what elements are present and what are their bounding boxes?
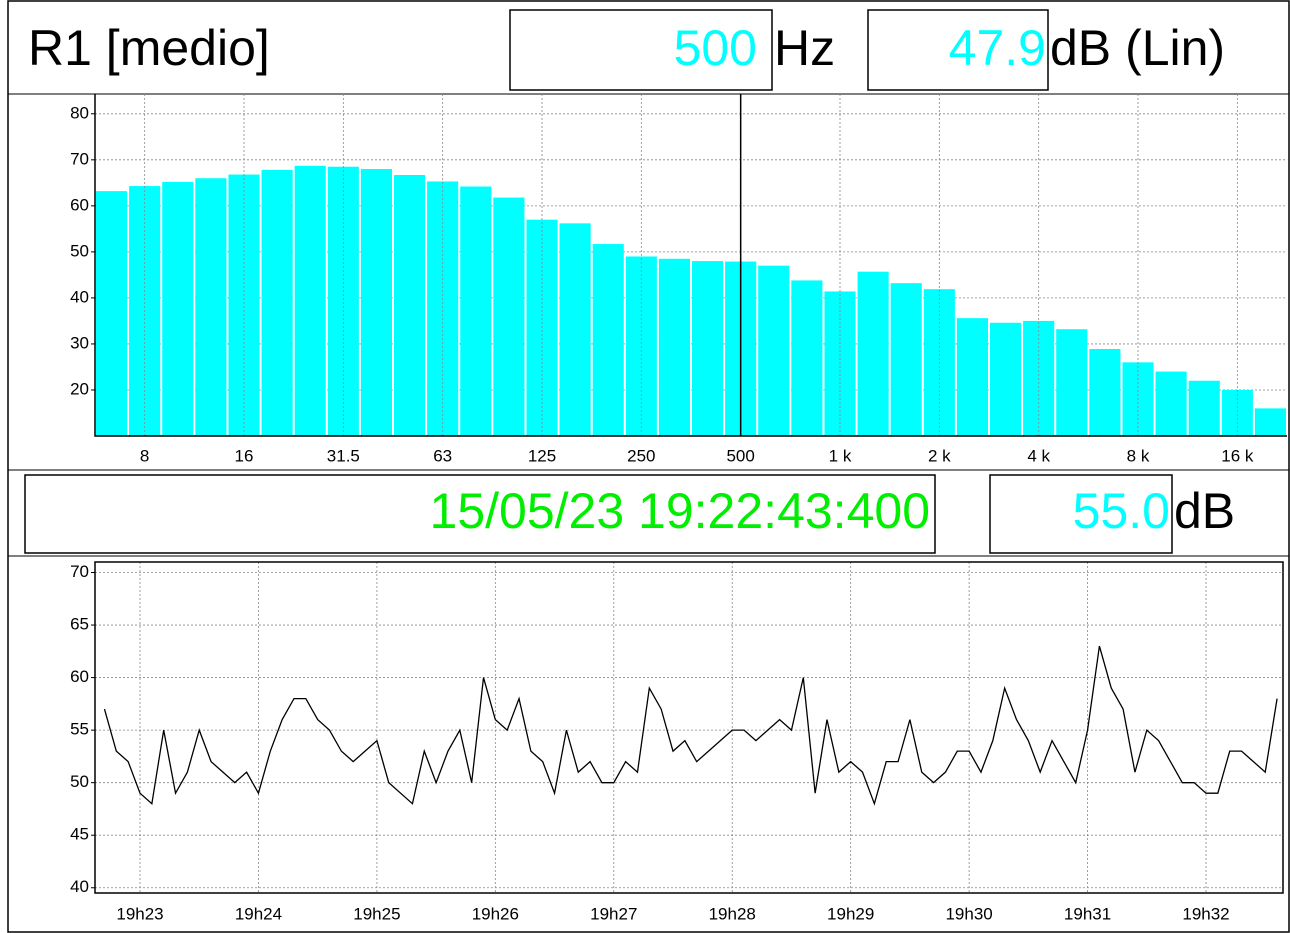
bar (394, 175, 426, 436)
axis (94, 94, 1287, 437)
y-tick-label: 65 (70, 615, 89, 634)
x-tick-label: 8 k (1127, 446, 1150, 465)
y-tick-label: 50 (70, 241, 89, 260)
bar (1254, 408, 1286, 436)
y-tick-label: 60 (70, 195, 89, 214)
bar (228, 174, 260, 436)
y-tick-label: 45 (70, 825, 89, 844)
bar (1221, 389, 1253, 436)
bar (1155, 371, 1187, 436)
bar (493, 197, 525, 436)
series-line (103, 645, 1278, 806)
outer-frame (7, 0, 1290, 933)
instant-level-box (989, 474, 1173, 554)
x-tick-label: 19h32 (1182, 904, 1229, 923)
bar (658, 258, 690, 436)
x-tick-label: 8 (140, 446, 149, 465)
bar (1056, 329, 1088, 436)
bar (294, 165, 326, 436)
x-tick-label: 500 (726, 446, 754, 465)
bar (1089, 349, 1121, 436)
bar (990, 322, 1022, 436)
cursor-time: 15/05/23 19:22:43:400 (430, 483, 930, 539)
y-tick-label: 80 (70, 103, 89, 122)
x-tick-label: 19h28 (709, 904, 756, 923)
bar (162, 181, 194, 436)
x-tick-label: 125 (528, 446, 556, 465)
frequency-box (509, 9, 773, 91)
bar (890, 283, 922, 436)
time-box (24, 474, 936, 554)
y-tick-label: 60 (70, 667, 89, 686)
x-tick-label: 19h30 (945, 904, 992, 923)
x-tick-label: 31.5 (327, 446, 360, 465)
x-tick-label: 19h31 (1064, 904, 1111, 923)
x-tick-label: 19h27 (590, 904, 637, 923)
x-tick-label: 19h26 (472, 904, 519, 923)
bar (96, 191, 128, 436)
bar (758, 265, 790, 436)
cursor-level: 47.9 (949, 20, 1046, 76)
x-tick-label: 19h24 (235, 904, 282, 923)
y-tick-label: 55 (70, 720, 89, 739)
x-tick-label: 19h23 (116, 904, 163, 923)
bar (956, 318, 988, 436)
bar (261, 169, 293, 436)
x-tick-label: 16 (235, 446, 254, 465)
instant-level-unit: dB (1174, 483, 1235, 539)
bar (857, 271, 889, 436)
x-tick-label: 4 k (1027, 446, 1050, 465)
y-tick-label: 50 (70, 772, 89, 791)
x-tick-label: 2 k (928, 446, 951, 465)
y-tick-label: 40 (70, 877, 89, 896)
cursor-frequency: 500 (674, 20, 757, 76)
plot-frame (94, 561, 1284, 894)
y-tick-label: 70 (70, 562, 89, 581)
x-tick-label: 19h29 (827, 904, 874, 923)
bar (592, 244, 624, 436)
bar (195, 178, 227, 436)
bar (360, 169, 392, 436)
x-tick-label: 63 (433, 446, 452, 465)
y-tick-label: 40 (70, 287, 89, 306)
bar (460, 186, 492, 436)
x-tick-label: 1 k (829, 446, 852, 465)
chart-title: R1 [medio] (28, 20, 270, 76)
y-tick-label: 20 (70, 379, 89, 398)
level-box (867, 9, 1049, 91)
bar (559, 223, 591, 436)
cursor-frequency-unit: Hz (774, 20, 835, 76)
y-tick-label: 70 (70, 149, 89, 168)
bar (791, 280, 823, 436)
cursor-level-unit: dB (Lin) (1050, 20, 1225, 76)
x-tick-label: 19h25 (353, 904, 400, 923)
bar (1188, 380, 1220, 436)
y-tick-label: 30 (70, 333, 89, 352)
instant-level: 55.0 (1073, 483, 1170, 539)
bar (692, 261, 724, 436)
x-tick-label: 250 (627, 446, 655, 465)
x-tick-label: 16 k (1221, 446, 1254, 465)
